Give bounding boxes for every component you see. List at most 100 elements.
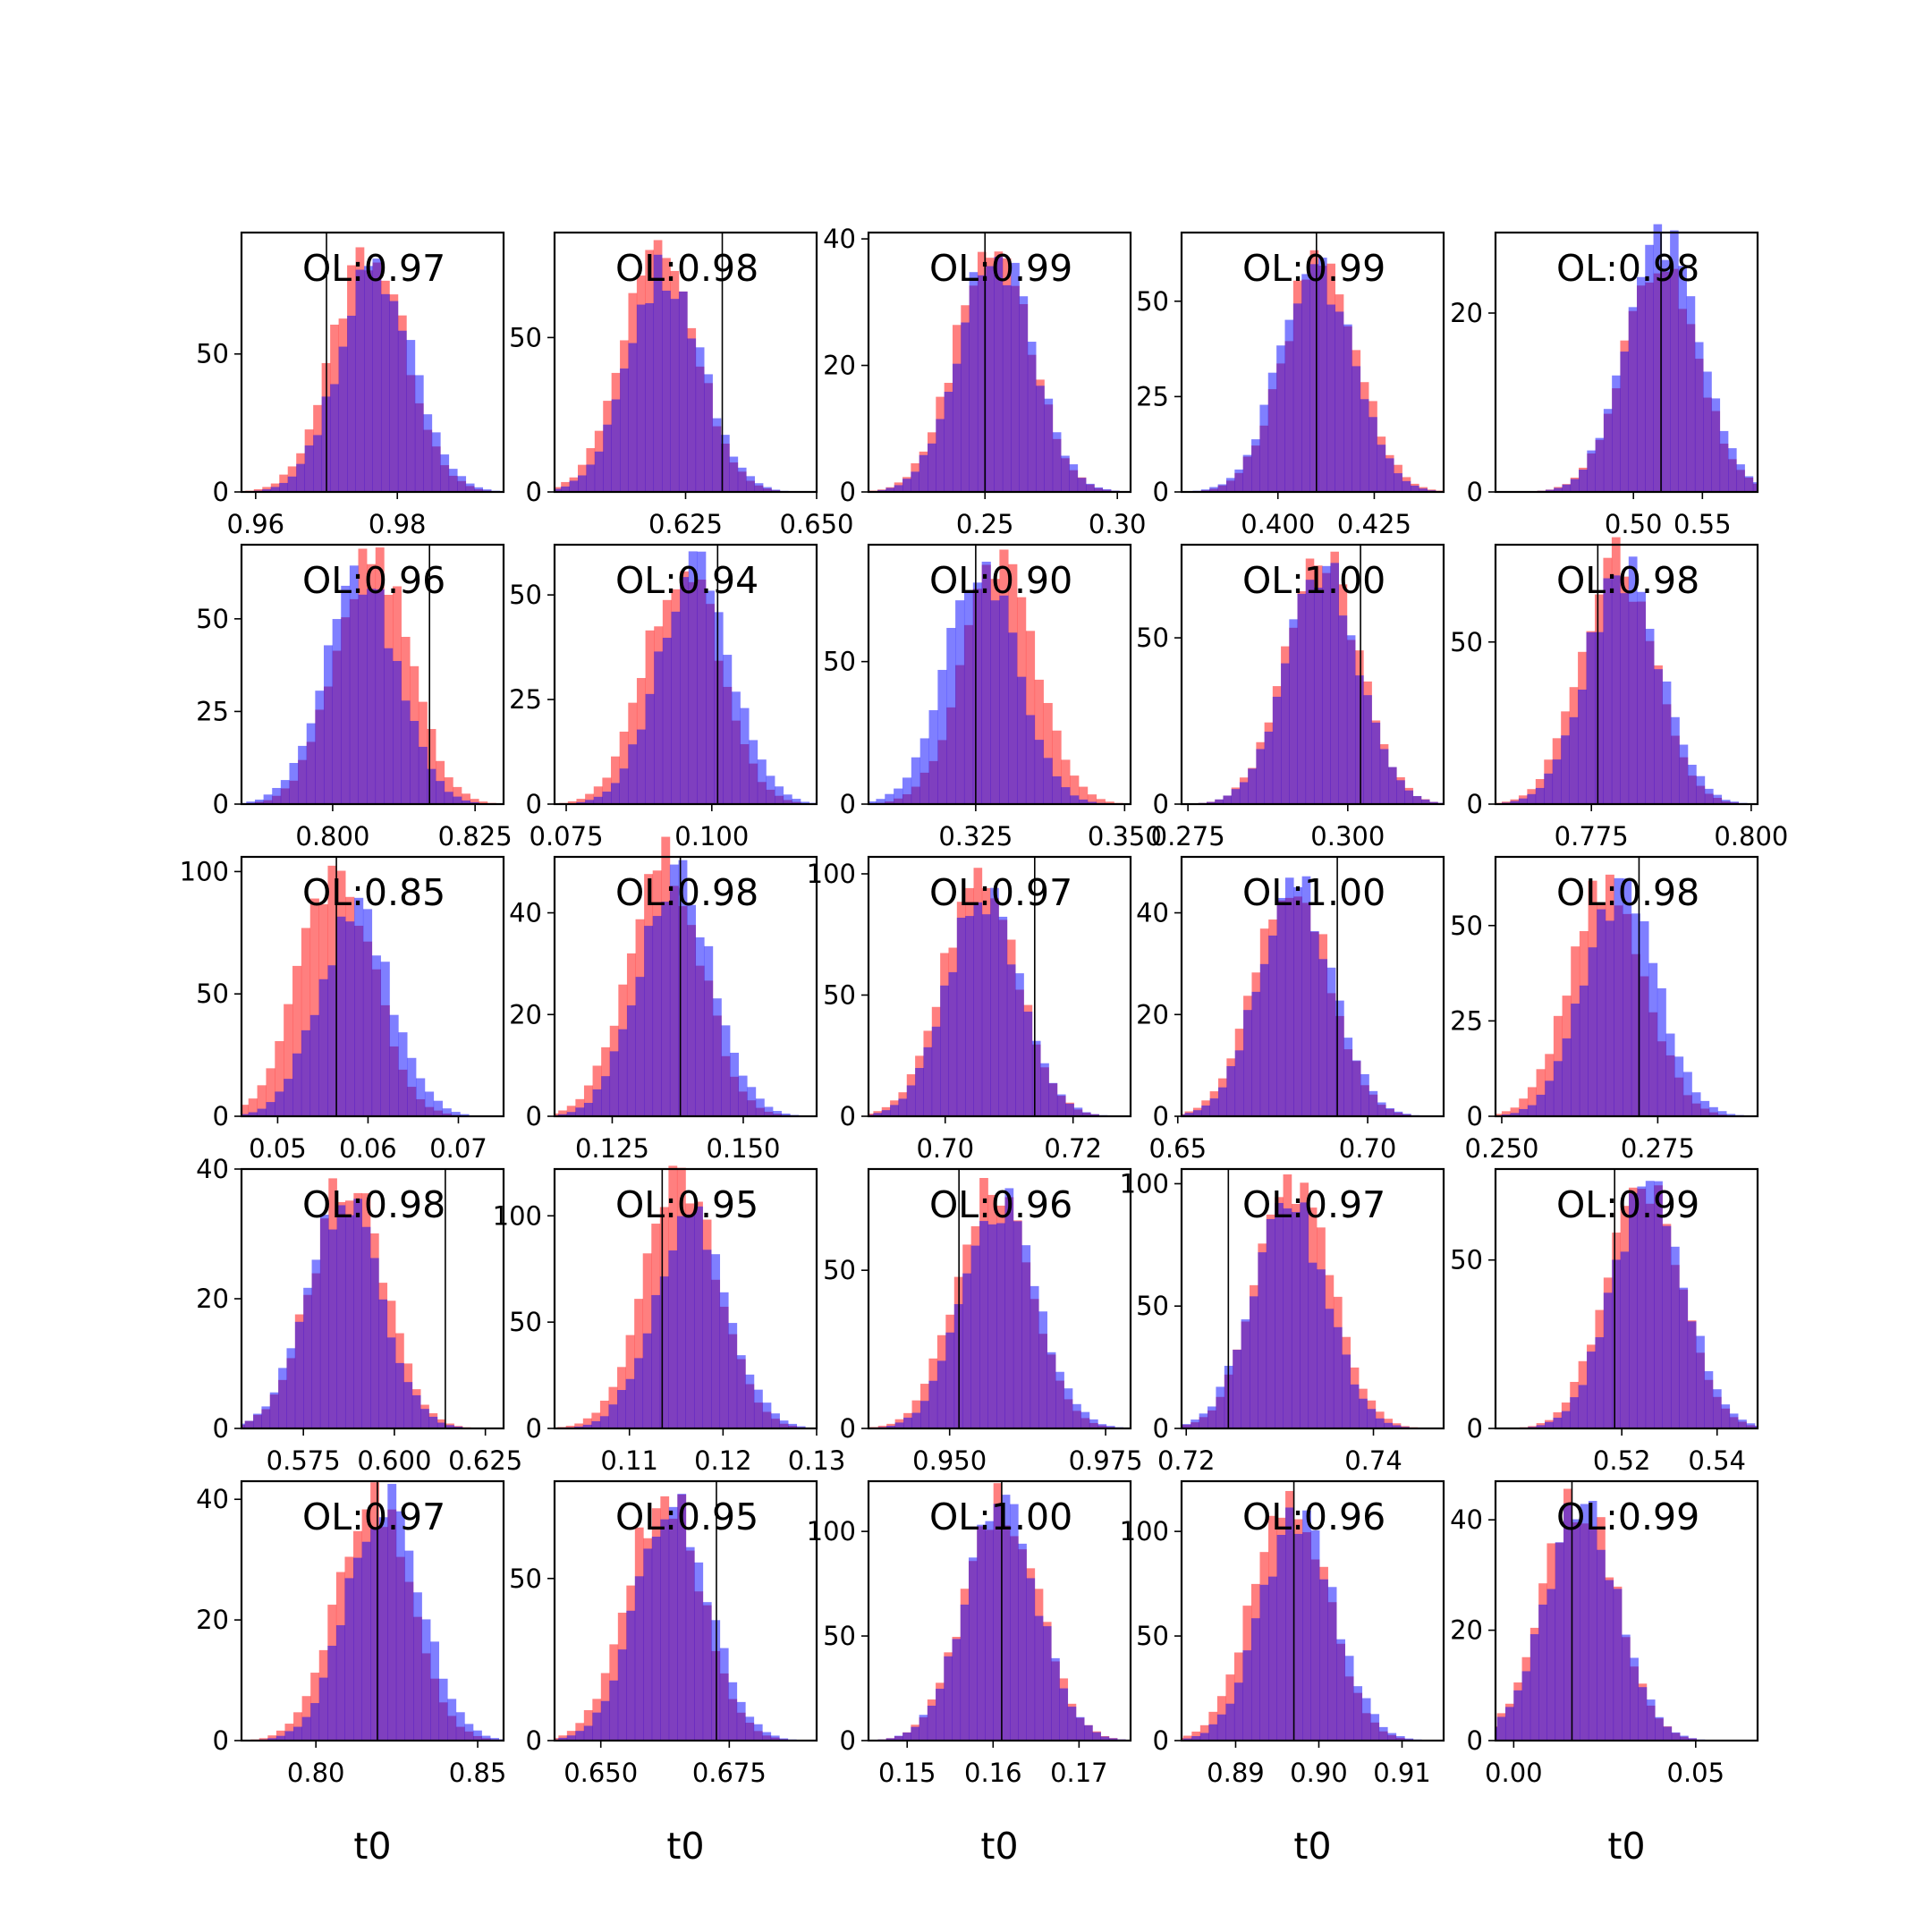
histogram-bar	[416, 1078, 426, 1116]
histogram-bar	[981, 914, 991, 1116]
histogram-bar	[1570, 479, 1580, 492]
histogram-bar	[611, 783, 620, 804]
histogram-bar	[1545, 489, 1555, 492]
histogram-bar	[1079, 799, 1089, 804]
histogram-bar	[1268, 1576, 1277, 1741]
histogram-bar	[661, 902, 671, 1116]
histogram-bar	[380, 293, 390, 492]
histogram-bar	[1572, 1519, 1580, 1741]
overlap-annotation: OL:0.98	[615, 871, 758, 914]
histogram-bar	[286, 1348, 296, 1428]
histogram-bar	[1563, 1503, 1572, 1741]
histogram-bar	[1023, 1012, 1033, 1116]
y-tick-label: 0	[1467, 1725, 1483, 1756]
histogram-bar	[1721, 1404, 1731, 1428]
subplot-1-1: 0 50 0.96 0.98 OL:0.97	[196, 231, 505, 539]
histogram-blue	[1182, 1202, 1410, 1428]
histogram-bar	[1691, 1092, 1701, 1116]
histogram-bar	[566, 1112, 576, 1116]
histogram-bar	[1579, 470, 1588, 492]
histogram-bar	[952, 1639, 962, 1741]
histogram-bar	[771, 1413, 780, 1428]
y-tick-label: 40	[1136, 898, 1169, 928]
histogram-bar	[1102, 489, 1112, 492]
histogram-bar	[1501, 1111, 1511, 1116]
histogram-bar	[990, 887, 999, 1116]
y-tick-label: 50	[1136, 1621, 1169, 1651]
y-tick-label: 40	[1450, 1504, 1483, 1535]
histogram-bar	[1086, 483, 1095, 492]
histogram-bar	[1392, 1425, 1402, 1428]
histogram-bar	[1256, 749, 1265, 804]
histogram-bar	[1018, 1543, 1027, 1741]
histogram-bar	[338, 346, 348, 492]
histogram-bar	[620, 368, 629, 492]
histogram-bar	[1536, 1425, 1546, 1428]
histogram-bar	[328, 1229, 337, 1428]
histogram-bar	[886, 1738, 895, 1741]
histogram-bar	[1234, 1050, 1244, 1116]
histogram-bar	[1588, 1501, 1597, 1741]
y-tick-label: 0	[213, 1725, 229, 1756]
x-tick-label: 0.125	[575, 1133, 649, 1164]
histogram-bar	[1092, 1732, 1101, 1741]
histogram-bar	[433, 1100, 443, 1116]
histogram-bar	[1629, 1193, 1638, 1428]
histogram-bar	[1719, 430, 1729, 492]
x-tick-label: 0.89	[1207, 1758, 1265, 1788]
y-tick-label: 0	[840, 1413, 856, 1444]
y-tick-label: 20	[196, 1605, 229, 1635]
y-tick-label: 20	[509, 999, 542, 1030]
histogram-bar	[457, 476, 467, 492]
histogram-bar	[1402, 1114, 1411, 1116]
histogram-bar	[593, 796, 603, 804]
y-tick-label: 50	[823, 1621, 856, 1651]
subplot-2-3: 0 50 0.325 0.350 OL:0.90	[823, 543, 1162, 852]
overlap-annotation: OL:0.96	[1242, 1496, 1385, 1538]
x-tick-label: 0.400	[1241, 509, 1315, 539]
x-axis-label: t0	[1607, 1825, 1645, 1868]
histogram-bar	[1251, 439, 1260, 492]
histogram-bar	[1355, 675, 1364, 804]
histogram-bar	[1025, 715, 1036, 804]
histogram-bar	[1370, 1714, 1380, 1741]
histogram-bar	[599, 1400, 609, 1428]
overlap-annotation: OL:0.95	[615, 1183, 758, 1226]
overlap-annotation: OL:0.98	[1556, 871, 1699, 914]
histogram-bar	[1361, 1698, 1371, 1741]
histogram-bar	[455, 1712, 465, 1741]
x-tick-label: 0.72	[1157, 1445, 1216, 1476]
histogram-bar	[585, 793, 595, 804]
histogram-bar	[464, 1724, 474, 1741]
x-tick-label: 0.72	[1044, 1133, 1102, 1164]
x-tick-label: 0.98	[369, 509, 427, 539]
histogram-bar	[1335, 1000, 1344, 1116]
histogram-bar	[1605, 1580, 1614, 1741]
histogram-bar	[1360, 1073, 1369, 1116]
histogram-bar	[1097, 1424, 1107, 1428]
y-tick-label: 0	[1467, 1413, 1483, 1444]
histogram-blue	[242, 565, 479, 804]
histogram-bar	[1281, 663, 1290, 804]
histogram-bar	[558, 1114, 568, 1116]
histogram-bar	[894, 1735, 903, 1741]
histogram-bar	[1665, 1033, 1675, 1116]
histogram-bar	[1420, 799, 1430, 804]
x-tick-label: 0.50	[1605, 509, 1663, 539]
histogram-bar	[289, 763, 299, 804]
histogram-bar	[1056, 1094, 1066, 1116]
y-tick-label: 20	[1450, 298, 1483, 328]
histogram-bar	[380, 962, 390, 1116]
histogram-bar	[479, 801, 488, 804]
histogram-bar	[1545, 1421, 1554, 1428]
histogram-bar	[1648, 962, 1658, 1116]
histogram-bar	[1192, 1110, 1202, 1116]
y-tick-label: 50	[823, 979, 856, 1010]
y-tick-label: 0	[1467, 789, 1483, 819]
histogram-bar	[1043, 758, 1053, 804]
histogram-bar	[1327, 1587, 1337, 1741]
histogram-bar	[956, 917, 966, 1116]
histogram-bar	[944, 391, 953, 492]
histogram-bar	[993, 1504, 1003, 1741]
histogram-bar	[418, 746, 428, 804]
